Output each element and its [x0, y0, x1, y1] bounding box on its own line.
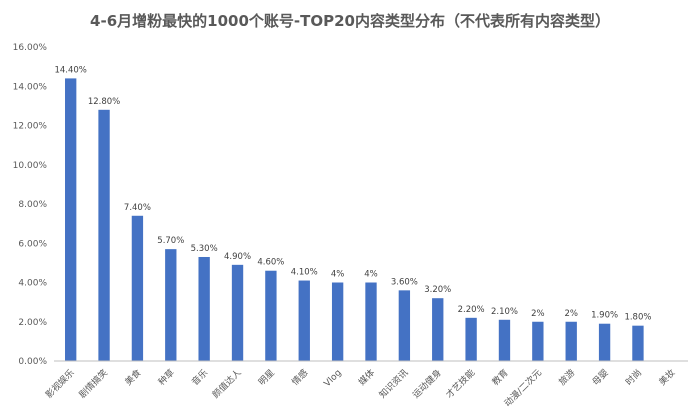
y-tick-label: 10.00%	[13, 161, 48, 171]
data-label: 3.60%	[391, 277, 418, 287]
data-label: 4.10%	[291, 268, 318, 278]
y-tick-label: 6.00%	[18, 239, 47, 249]
x-tick-label: 母婴	[590, 367, 611, 388]
data-label: 4.90%	[224, 252, 251, 262]
bar	[365, 282, 377, 361]
x-tick-label: 影视娱乐	[43, 367, 77, 401]
bar	[231, 264, 244, 361]
y-tick-label: 8.00%	[18, 200, 47, 210]
data-label: 2.10%	[491, 307, 518, 317]
bar	[131, 215, 144, 361]
data-label: 3.20%	[424, 285, 451, 295]
x-tick-label: 美妆	[656, 367, 677, 388]
data-label: 5.70%	[157, 236, 184, 246]
x-tick-label: 音乐	[189, 367, 210, 388]
x-tick-label: 知识资讯	[377, 367, 411, 401]
y-tick-label: 4.00%	[18, 279, 47, 289]
bar	[632, 325, 644, 361]
bar	[598, 323, 611, 361]
x-tick-label: 运动健身	[410, 367, 444, 401]
bar	[432, 298, 444, 361]
data-label: 2%	[531, 309, 545, 319]
x-tick-label: 种草	[156, 367, 177, 388]
data-label: 5.30%	[191, 244, 218, 254]
bar	[198, 256, 210, 361]
x-axis: 影视娱乐 剧情搞笑 美食 种草 音乐 颜值达人 明星 情感 Vlog 媒体 知识资讯 运动健身 才艺技能…	[43, 360, 688, 409]
y-tick-label: 0.00%	[18, 357, 47, 367]
data-label: 14.40%	[54, 65, 86, 75]
data-label: 4%	[331, 270, 345, 280]
y-tick-label: 2.00%	[18, 318, 47, 328]
data-labels: 14.40% 12.80% 7.40% 5.70% 5.30% 4.90% 4.60% 4.1…	[54, 65, 651, 322]
bar	[298, 280, 310, 361]
x-tick-label: Vlog	[323, 368, 344, 389]
bars	[65, 78, 644, 362]
y-axis: 0.00% 2.00% 4.00% 6.00% 8.00% 10.00% 12.00% 14.…	[13, 43, 48, 367]
x-tick-label: 时尚	[623, 367, 644, 388]
bar	[565, 321, 577, 361]
x-tick-label: 媒体	[356, 367, 377, 388]
x-tick-label: 教育	[489, 367, 510, 388]
data-label: 2%	[564, 309, 578, 319]
data-label: 2.20%	[458, 305, 485, 315]
x-tick-label: 明星	[256, 367, 277, 388]
bar	[498, 319, 511, 361]
bar	[65, 78, 77, 362]
y-tick-label: 14.00%	[13, 82, 48, 92]
x-tick-label: 剧情搞笑	[76, 367, 110, 401]
y-tick-label: 16.00%	[13, 43, 48, 53]
bar	[331, 282, 344, 361]
x-tick-label: 美食	[122, 367, 143, 388]
x-tick-label: 才艺技能	[443, 367, 477, 401]
bar	[532, 321, 544, 361]
chart-title: 4-6月增粉最快的1000个账号-TOP20内容类型分布（不代表所有内容类型）	[90, 12, 610, 30]
x-tick-label: 情感	[289, 367, 310, 388]
bar	[398, 290, 411, 361]
data-label: 4%	[364, 270, 378, 280]
data-label: 1.90%	[591, 311, 618, 321]
bar	[465, 317, 477, 361]
x-tick-label: 旅游	[556, 367, 577, 388]
y-tick-label: 12.00%	[13, 122, 48, 132]
data-label: 1.80%	[624, 313, 651, 323]
x-tick-label: 颜值达人	[210, 367, 244, 401]
bar	[165, 249, 177, 361]
data-label: 12.80%	[88, 97, 120, 107]
bar	[98, 109, 110, 361]
data-label: 7.40%	[124, 203, 151, 213]
data-label: 4.60%	[257, 258, 284, 268]
bar	[265, 270, 277, 361]
